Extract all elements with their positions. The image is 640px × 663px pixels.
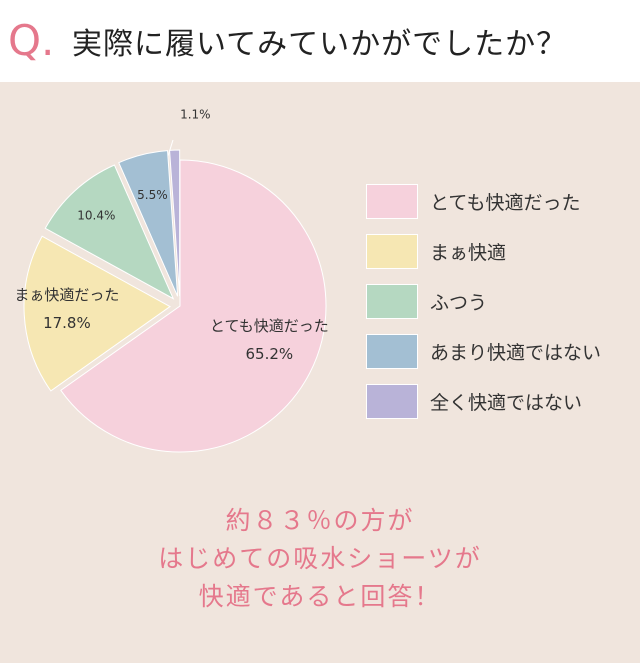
slice-value-label: 17.8% (43, 314, 91, 332)
slice-value-label: 1.1% (180, 108, 211, 122)
pie-slice (60, 159, 327, 453)
legend-item: 全く快適ではない (366, 384, 601, 419)
summary-line: はじめての吸水ショーツが (158, 544, 482, 573)
legend-item: ふつう (366, 284, 601, 319)
question-header: Q. 実際に履いてみていかがでしたか？ (0, 0, 640, 82)
legend-label: とても快適だった (430, 192, 581, 214)
summary-line: 約８３％の方が (225, 506, 415, 535)
slice-name-label: まぁ快適だった (14, 286, 119, 304)
legend-label: まぁ快適 (430, 242, 507, 264)
legend-label: 全く快適ではない (430, 392, 583, 414)
leader-line (167, 139, 174, 157)
slice-value-label: 10.4% (77, 209, 115, 223)
legend-item: とても快適だった (366, 184, 601, 219)
legend-swatch (366, 284, 418, 319)
pie-chart: とても快適だった 65.2% まぁ快適だった 17.8% 10.4% 5.5% 1.1% (14, 108, 329, 453)
slice-value-label: 5.5% (137, 188, 168, 202)
pie-slice (118, 150, 179, 297)
summary-line: 快適であると回答！ (198, 582, 442, 611)
legend-label: ふつう (430, 292, 488, 314)
question-mark: Q. (8, 16, 55, 65)
legend-swatch (366, 334, 418, 369)
legend-swatch (366, 184, 418, 219)
legend-swatch (366, 234, 418, 269)
pie-slice (23, 235, 171, 392)
legend-item: あまり快適ではない (366, 334, 601, 369)
legend-swatch (366, 384, 418, 419)
chart-legend: とても快適だった まぁ快適 ふつう あまり快適ではない 全く快適ではない (366, 184, 601, 434)
slice-name-label: とても快適だった (210, 317, 329, 335)
question-text: 実際に履いてみていかがでしたか？ (72, 27, 568, 62)
summary-message: 約８３％の方が はじめての吸水ショーツが 快適であると回答！ (0, 502, 640, 616)
slice-value-label: 65.2% (245, 345, 293, 363)
legend-label: あまり快適ではない (430, 342, 602, 364)
legend-item: まぁ快適 (366, 234, 601, 269)
pie-slice (44, 164, 175, 300)
